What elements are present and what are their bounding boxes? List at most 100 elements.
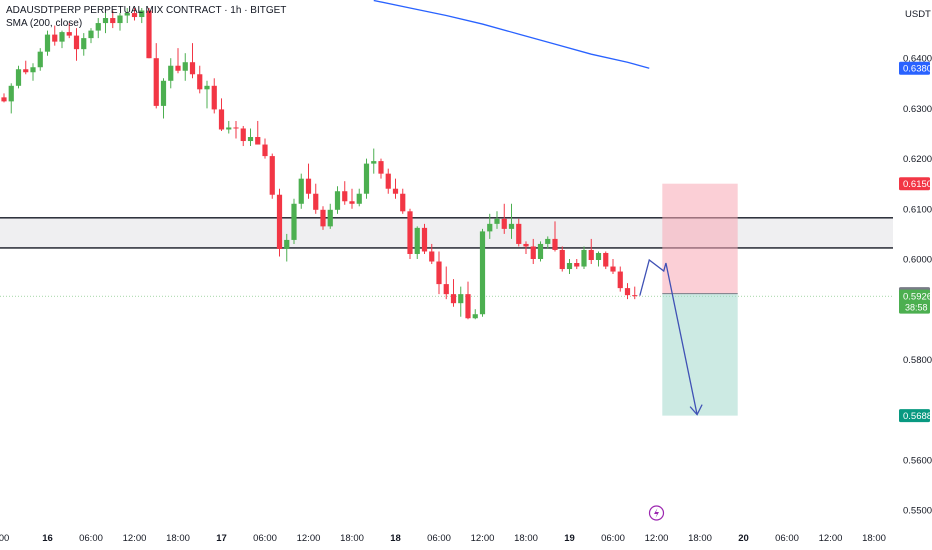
price-tick: 0.6200 [903,154,932,165]
candle-body [617,271,623,289]
candle-body [1,97,7,102]
candle-body [313,193,319,210]
candle [15,65,22,89]
price-axis-bg [893,0,932,550]
candle [530,238,536,265]
candle [153,43,159,109]
candle [66,23,72,39]
candle-body [23,69,29,73]
candle [298,173,304,209]
candle-body [146,10,152,59]
candle [552,221,558,252]
candle [392,178,399,199]
candle-body [421,227,428,252]
candle [436,251,442,295]
candle-body [479,231,486,315]
candle-body [276,194,283,249]
price-label-text: 0.6150 [903,179,932,190]
candle [588,238,594,265]
lightning-event-icon [648,505,665,521]
candle [313,183,319,214]
sma-polyline [373,0,650,69]
candle [240,125,246,147]
countdown-label: 38:58 [905,303,928,313]
price-tick: 0.5500 [903,506,932,517]
candle [334,186,341,214]
candle-body [566,263,573,270]
candle-body [501,218,507,229]
candle-body [8,85,14,102]
candle-body [298,178,304,204]
candle-body [262,144,268,157]
indicator-label[interactable]: SMA (200, close) [6,18,83,29]
candle [349,188,355,209]
candle-body [595,252,602,261]
sma-line [373,0,650,69]
candle-body [342,191,348,202]
candle-body [537,243,544,259]
projection-arrow [639,258,703,416]
candle [102,13,109,34]
time-tick: 06:00 [253,533,277,544]
candle [1,93,7,103]
candle [262,138,268,159]
candle-body [182,62,188,71]
candle-body [247,137,254,142]
time-axis[interactable]: 00 16 06:00 12:00 18:00 17 06:00 12:00 18:00 18 06… [0,505,886,544]
candle-body [211,85,217,110]
price-label-text: 0.5688 [903,411,932,422]
take-profit-area [662,293,738,416]
candle-body [218,109,225,130]
lightning-glyph [654,508,659,518]
time-tick: 12:00 [471,533,495,544]
candle [508,203,515,239]
candle [407,208,413,259]
candle [88,28,94,44]
short-position-tool[interactable] [662,183,738,416]
candle [52,25,58,46]
candle [617,266,623,292]
candle [537,241,544,262]
candle [472,309,478,320]
candle [327,203,333,229]
candle [603,251,609,270]
candle [610,259,616,275]
candle-body [110,18,116,24]
candle-body [494,218,500,224]
candle-body [436,261,442,285]
candle [139,8,145,24]
candle [320,206,326,230]
candle-body [472,314,478,319]
candle [233,120,239,139]
candle [450,279,457,307]
candle-body [414,227,420,254]
candle-body [516,223,522,244]
candle [559,246,565,272]
time-tick: 06:00 [79,533,103,544]
candle-body [240,128,246,142]
candle [146,8,152,59]
candle-body [429,251,435,262]
candle-body [305,178,312,194]
price-axis[interactable]: USDT 0.6400 0.6300 0.6200 0.6100 0.6000 0.5800… [893,0,932,550]
candle-body [378,161,384,174]
candle [624,283,631,300]
time-tick: 18:00 [688,533,712,544]
time-tick: 16 [42,533,53,544]
candle-body [15,69,22,86]
candle-body [327,209,333,227]
price-tick: 0.6400 [903,54,932,65]
candle [182,53,188,81]
time-tick: 18:00 [514,533,538,544]
candle-body [610,266,616,272]
candle-body [59,32,65,42]
candle-body [30,67,36,73]
symbol-title[interactable]: ADAUSDTPERP PERPETUAL MIX CONTRACT · 1h … [6,5,287,16]
price-label-text: 0.6380 [903,64,932,75]
candle [255,120,261,145]
candle [197,65,203,94]
time-tick: 00 [0,533,9,544]
candle [356,188,362,207]
currency-label: USDT [905,9,931,20]
